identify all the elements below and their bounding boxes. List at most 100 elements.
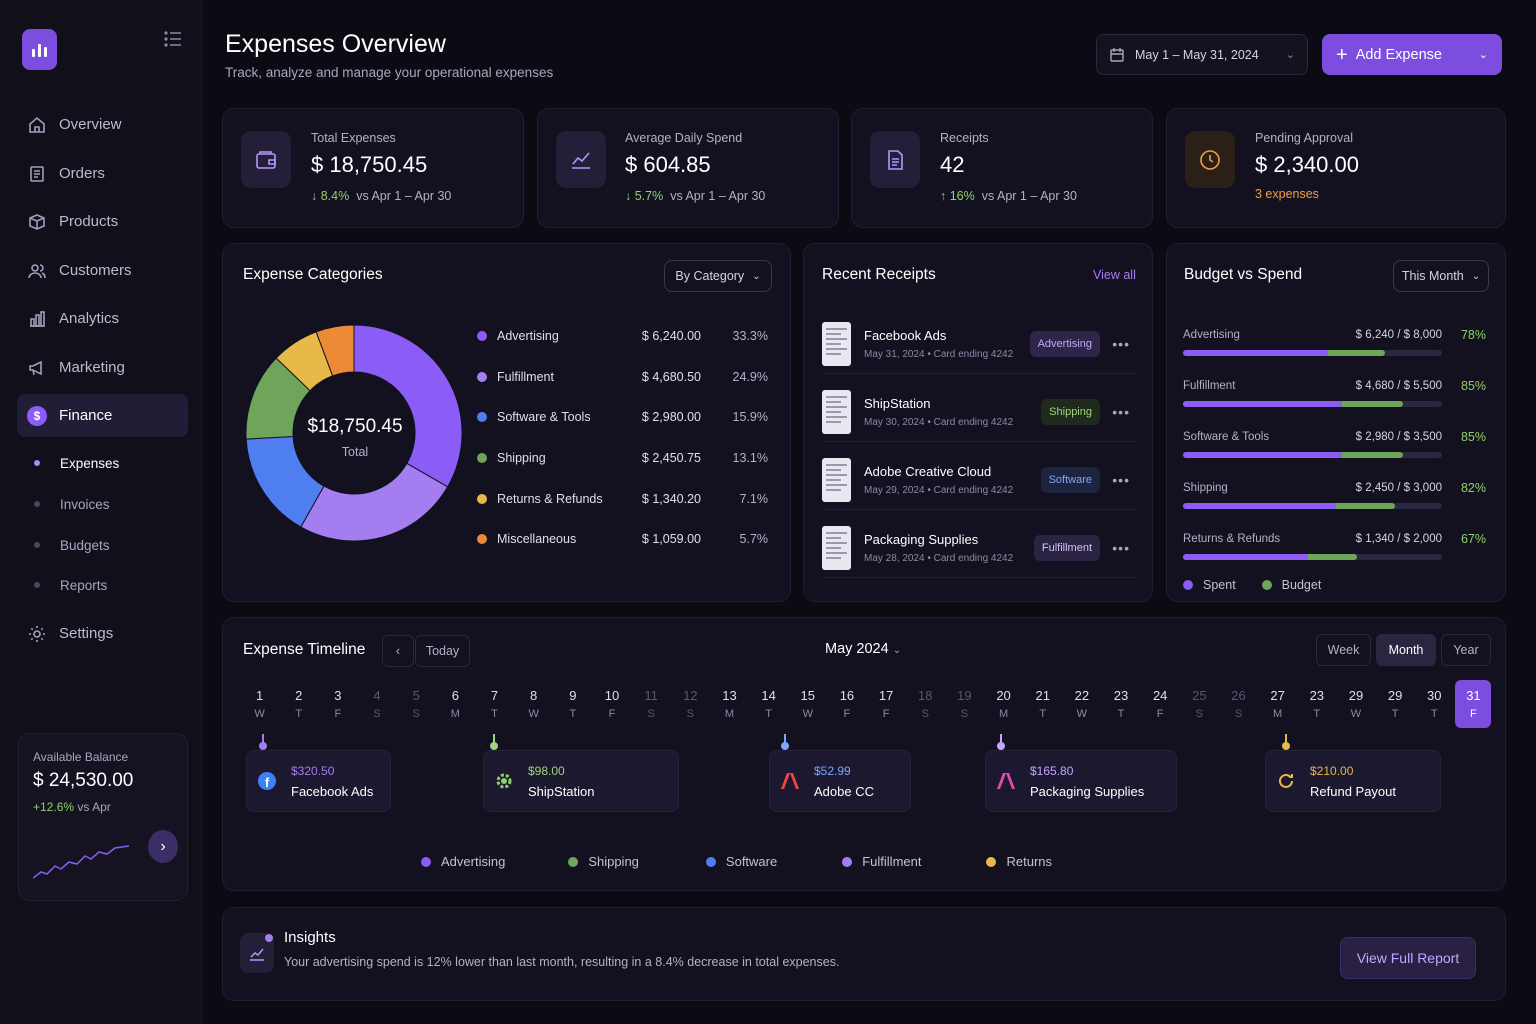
view-year-button[interactable]: Year [1441,634,1491,666]
category-legend-row[interactable]: Fulfillment $ 4,680.50 24.9% [477,368,768,386]
category-percent: 24.9% [732,369,768,384]
donut-slice[interactable] [315,324,355,377]
day-weekday: T [1430,708,1438,720]
nav-settings[interactable]: Settings [17,612,188,655]
receipt-row[interactable]: ShipStation May 30, 2024 • Card ending 42… [822,382,1136,442]
today-button[interactable]: Today [415,635,470,667]
timeline-event[interactable]: $165.80 Packaging Supplies [985,750,1177,812]
day-number: 8 [530,688,538,703]
receipt-row[interactable]: Packaging Supplies May 28, 2024 • Card en… [822,518,1136,578]
timeline-day[interactable]: 11 S [633,680,669,728]
day-weekday: W [254,708,265,720]
receipt-row[interactable]: Adobe Creative Cloud May 29, 2024 • Card … [822,450,1136,510]
timeline-day[interactable]: 12 S [672,680,708,728]
view-week-button[interactable]: Week [1316,634,1371,666]
budget-row: Fulfillment $ 4,680 / $ 5,500 85% [1183,379,1486,407]
balance-arrow-button[interactable]: › [148,830,178,863]
month-selector[interactable]: May 2024 ⌄ [825,641,901,657]
nav-products[interactable]: Products [17,200,188,243]
chevron-down-icon[interactable]: ⌄ [1478,49,1488,61]
timeline-day[interactable]: 23 T [1299,680,1335,728]
nav-customers[interactable]: Customers [17,249,188,292]
subnav-invoices[interactable]: Invoices [30,494,110,514]
category-legend-row[interactable]: Shipping $ 2,450.75 13.1% [477,449,768,467]
donut-slice[interactable] [300,462,449,542]
spent-fill [1183,503,1336,509]
category-legend-row[interactable]: Software & Tools $ 2,980.00 15.9% [477,408,768,426]
timeline-day[interactable]: 29 W [1338,680,1374,728]
day-number: 15 [800,688,815,703]
timeline-event[interactable]: $210.00 Refund Payout [1265,750,1441,812]
timeline-day[interactable]: 18 S [907,680,943,728]
timeline-day[interactable]: 21 T [1025,680,1061,728]
add-expense-button[interactable]: + Add Expense ⌄ [1322,34,1502,75]
timeline-day[interactable]: 23 T [1103,680,1139,728]
prev-period-button[interactable]: ‹ [382,635,414,667]
subnav-reports[interactable]: Reports [30,575,107,595]
app-logo[interactable] [22,29,57,70]
view-month-button[interactable]: Month [1376,634,1436,666]
timeline-day[interactable]: 19 S [946,680,982,728]
timeline-event[interactable]: $52.99 Adobe CC [769,750,911,812]
timeline-day[interactable]: 22 W [1064,680,1100,728]
day-weekday: T [1313,708,1321,720]
menu-toggle-icon[interactable] [164,31,182,47]
budget-row: Advertising $ 6,240 / $ 8,000 78% [1183,328,1486,356]
category-legend-row[interactable]: Advertising $ 6,240.00 33.3% [477,327,768,345]
timeline-day[interactable]: 20 M [986,680,1022,728]
day-number: 23 [1113,688,1129,703]
receipt-row[interactable]: Facebook Ads May 31, 2024 • Card ending 4… [822,314,1136,374]
more-options-icon[interactable]: ••• [1112,471,1130,488]
timeline-day[interactable]: 31 F [1455,680,1492,728]
budget-period-dropdown[interactable]: This Month ⌄ [1393,260,1489,292]
subnav-expenses[interactable]: Expenses [30,453,119,473]
category-legend-row[interactable]: Returns & Refunds $ 1,340.20 7.1% [477,490,768,508]
more-options-icon[interactable]: ••• [1112,335,1130,352]
nav-orders[interactable]: Orders [17,152,188,195]
budget-progress-bar [1183,350,1442,356]
stat-change: ↓ 8.4% vs Apr 1 – Apr 30 [311,189,451,203]
category-filter-dropdown[interactable]: By Category ⌄ [664,260,772,292]
timeline-day[interactable]: 17 F [868,680,904,728]
timeline-day[interactable]: 24 F [1142,680,1178,728]
timeline-day[interactable]: 25 S [1181,680,1217,728]
timeline-day[interactable]: 26 S [1220,680,1256,728]
event-text: $210.00 Refund Payout [1310,764,1396,799]
subnav-budgets[interactable]: Budgets [30,535,110,555]
shipstation-icon [494,771,514,791]
donut-slice[interactable] [353,324,463,488]
stat-card-total: Total Expenses $ 18,750.45 ↓ 8.4% vs Apr… [222,108,524,228]
more-options-icon[interactable]: ••• [1112,403,1130,420]
more-options-icon[interactable]: ••• [1112,539,1130,556]
view-full-report-button[interactable]: View Full Report [1340,937,1476,979]
view-all-link[interactable]: View all [1093,268,1136,282]
timeline-day[interactable]: 16 F [829,680,865,728]
pending-note[interactable]: 3 expenses [1255,187,1319,201]
timeline-day[interactable]: 15 W [790,680,826,728]
timeline-day[interactable]: 29 T [1377,680,1413,728]
nav-overview[interactable]: Overview [17,103,188,146]
timeline-event[interactable]: $98.00 ShipStation [483,750,679,812]
balance-change: +12.6% vs Apr [33,800,173,814]
nav-finance[interactable]: $ Finance [17,394,188,437]
day-number: 24 [1152,688,1168,703]
category-legend-row[interactable]: Miscellaneous $ 1,059.00 5.7% [477,530,768,548]
timeline-day[interactable]: 14 T [751,680,787,728]
timeline-day[interactable]: 30 T [1416,680,1452,728]
nav-analytics[interactable]: Analytics [17,297,188,340]
timeline-event[interactable]: f $320.50 Facebook Ads [246,750,391,812]
timeline-day[interactable]: 13 M [711,680,747,728]
timeline-day[interactable]: 27 M [1260,680,1296,728]
nav-marketing[interactable]: Marketing [17,346,188,389]
date-range-picker[interactable]: May 1 – May 31, 2024 ⌄ [1096,34,1308,75]
timeline-day[interactable]: 10 F [594,680,630,728]
